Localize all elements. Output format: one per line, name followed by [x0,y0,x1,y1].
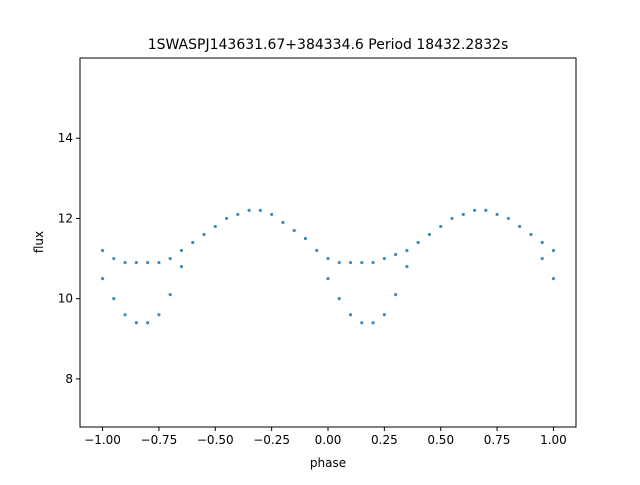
data-point [382,256,386,261]
data-point [292,228,296,233]
data-point [100,277,105,281]
x-tick-label: −1.00 [84,433,121,447]
y-tick-label: 8 [65,372,73,386]
data-point [551,248,556,253]
data-point [405,264,409,269]
x-tick-label: 0.25 [371,433,398,447]
x-tick-label: −0.75 [141,433,178,447]
x-tick-label: −0.25 [253,433,290,447]
data-point [123,260,127,265]
data-point [112,256,116,261]
x-tick-label: 0.50 [427,433,454,447]
data-point [258,208,262,213]
data-point [146,260,150,265]
data-point [518,224,522,229]
data-point [168,293,172,297]
data-point [100,248,105,253]
data-point [157,313,161,317]
data-point [123,313,127,317]
data-point [461,212,465,217]
data-point [326,256,330,261]
data-point [247,208,251,213]
data-point [303,236,308,241]
data-point [394,252,398,257]
data-point [146,321,150,325]
data-point [551,277,556,281]
chart-title: 1SWASPJ143631.67+384334.6 Period 18432.2… [148,37,509,53]
data-point [506,216,510,221]
data-point [450,216,454,221]
x-tick-label: 1.00 [540,433,567,447]
data-point [540,240,544,245]
x-axis-ticks: −1.00 −0.75 −0.50 −0.25 0.00 0.25 0.50 0.75 1.00 [84,427,567,447]
y-tick-label: 10 [58,292,73,306]
data-point [337,260,341,265]
x-tick-label: −0.50 [197,433,234,447]
data-point [371,321,375,325]
y-tick-label: 12 [58,211,73,225]
data-point [270,212,274,217]
data-point [224,216,229,221]
data-point [281,220,285,225]
data-point [179,248,184,253]
data-point [484,208,488,213]
data-point [416,240,420,245]
data-point [179,264,184,269]
data-point [134,260,138,265]
data-point [168,256,172,261]
data-point [213,224,217,229]
data-point [405,248,409,253]
data-point [540,256,544,261]
data-point [315,248,319,253]
x-tick-label: 0.00 [315,433,342,447]
data-point [439,224,443,229]
data-point [472,208,477,213]
data-point [337,297,341,301]
scatter-points-layer [100,208,556,325]
data-point [360,321,364,325]
data-point [348,260,353,265]
data-point [134,321,138,325]
data-point [326,277,330,281]
data-point [191,240,195,245]
data-point [427,232,432,237]
data-point [112,297,116,301]
data-point [348,313,353,317]
data-point [157,260,161,265]
data-point [495,212,499,217]
data-point [382,313,386,317]
y-axis-ticks: 8 10 12 14 [58,131,80,386]
data-point [360,260,364,265]
y-axis-label: flux [32,231,46,253]
data-point [371,260,375,265]
data-point [202,232,206,237]
x-axis-label: phase [310,456,346,470]
data-point [529,232,533,237]
x-tick-label: 0.75 [484,433,511,447]
y-tick-label: 14 [58,131,73,145]
data-point [236,212,240,217]
data-point [394,293,398,297]
